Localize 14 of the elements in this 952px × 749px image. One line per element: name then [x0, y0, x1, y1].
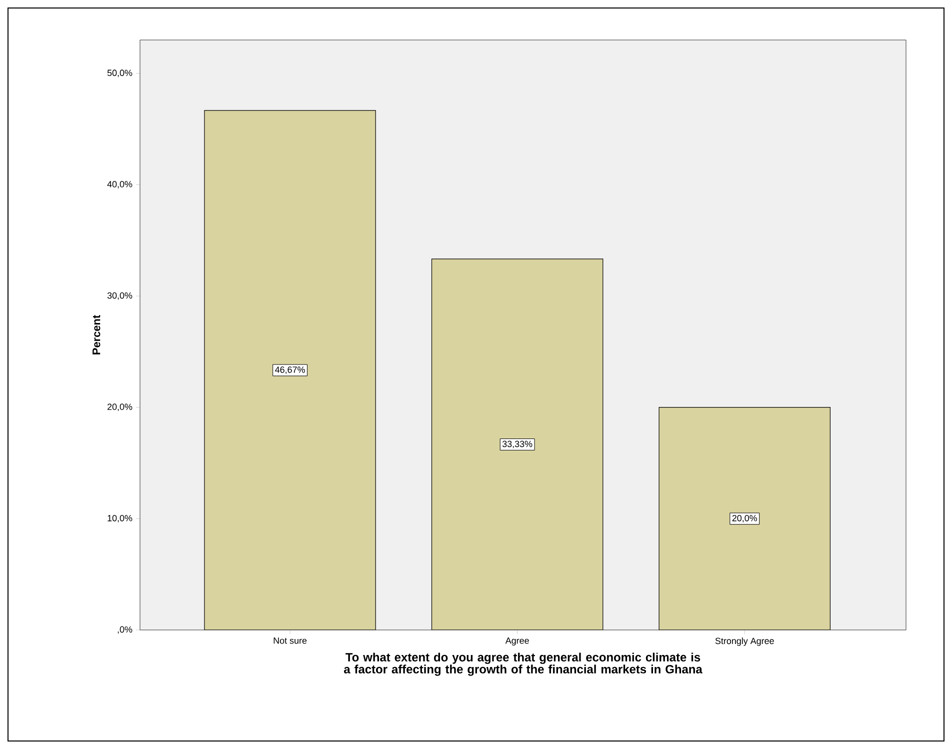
y-tick-label: 40,0%: [107, 180, 132, 188]
x-axis-title: To what extent do you agree that general economic climate is a factor affecting the growth of the financial markets in Ghana: [344, 652, 702, 676]
y-tick-label: 30,0%: [107, 292, 132, 300]
y-tick-label: 50,0%: [107, 70, 132, 78]
x-tick-label: Strongly Agree: [715, 638, 774, 646]
data-label: 33,33%: [502, 440, 532, 448]
data-label: 20,0%: [732, 514, 758, 522]
y-tick-label: 20,0%: [108, 404, 132, 412]
y-tick-label: 10,0%: [108, 514, 132, 522]
x-tick-label: Agree: [505, 638, 529, 646]
y-axis-title: Percent: [92, 315, 100, 354]
x-tick-label: Not sure: [274, 638, 307, 644]
y-tick-label: ,0%: [118, 626, 132, 634]
data-label: 46,67%: [275, 366, 305, 374]
